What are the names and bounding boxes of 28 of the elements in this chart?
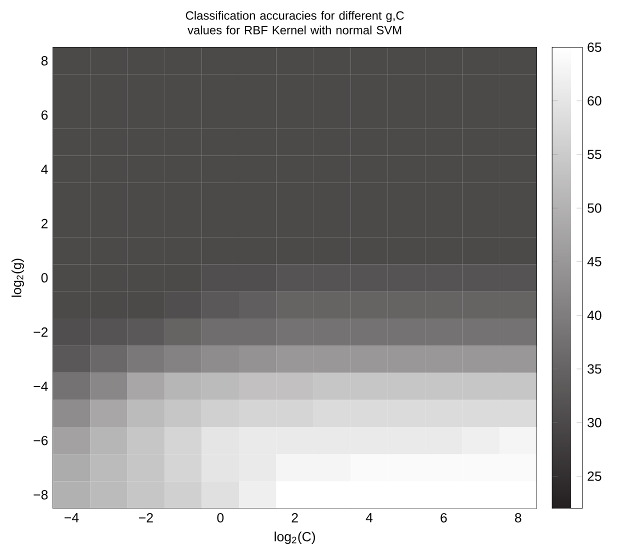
color-bar-label: 35 (588, 364, 602, 374)
color-bar-label: 40 (587, 310, 602, 320)
color-bar-label: 65 (588, 42, 602, 52)
y-tick-label: −4 (34, 382, 48, 391)
x-tick-label: 4 (366, 512, 373, 522)
y-tick-label: −6 (34, 436, 48, 446)
y-tick-label: 0 (41, 272, 48, 282)
color-bar-label: 45 (587, 256, 602, 266)
x-tick-label: 2 (292, 512, 298, 522)
y-tick-label: 8 (41, 56, 48, 66)
y-tick-label: 4 (41, 164, 48, 174)
x-tick-label: 0 (217, 512, 224, 522)
color-bar-label: 25 (588, 471, 602, 481)
y-tick-label: 6 (42, 110, 48, 120)
chart-title: Classification accuracies for different g,C values for RBF Kernel with normal SVM (186, 10, 404, 34)
x-tick-label: 8 (515, 512, 522, 522)
color-bar-label: 30 (588, 418, 602, 428)
y-tick-label: −8 (34, 490, 48, 500)
x-tick-label: −4 (64, 512, 79, 522)
y-tick-label: −2 (34, 327, 48, 336)
x-tick-label: −2 (139, 512, 153, 522)
y-axis-title: log$_{2}$(g) (12, 258, 24, 297)
x-axis-title: log$_{2}$(C) (274, 531, 316, 544)
color-bar-label: 50 (588, 203, 602, 213)
x-tick-label: 6 (440, 512, 447, 522)
y-tick-label: 2 (42, 218, 48, 228)
color-bar-label: 60 (588, 96, 602, 106)
color-bar-label: 55 (588, 150, 602, 159)
